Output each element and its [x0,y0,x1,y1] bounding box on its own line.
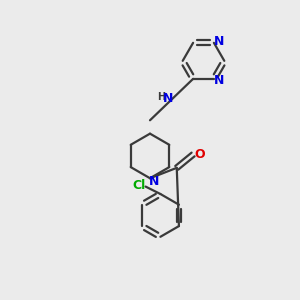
Text: N: N [163,92,173,105]
Text: O: O [194,148,205,161]
Text: N: N [214,74,224,87]
Text: N: N [214,35,224,48]
Text: N: N [148,175,159,188]
Text: Cl: Cl [132,178,146,192]
Text: H: H [157,92,165,102]
